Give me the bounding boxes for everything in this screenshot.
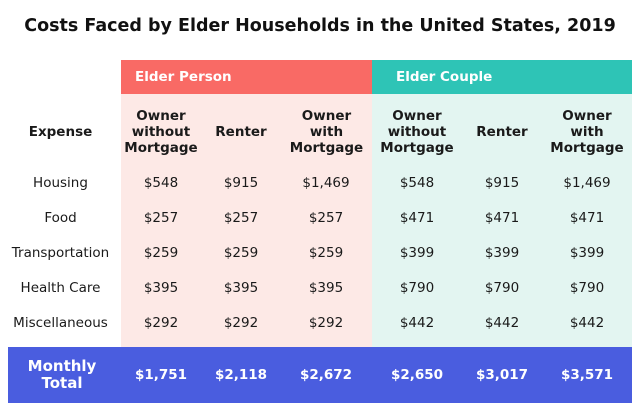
column-header-person-renter: Renter — [215, 124, 267, 140]
cell-couple-renter: $399 — [484, 245, 520, 261]
cell-person-owner-mortgage: $395 — [308, 280, 344, 296]
total-person-owner-mortgage: $2,672 — [299, 367, 353, 383]
cell-person-renter: $259 — [223, 245, 259, 261]
cell-person-owner-mortgage: $292 — [308, 315, 344, 331]
column-header-person-owner-mortgage: Owner with Mortgage — [289, 108, 364, 156]
column-header-couple-renter: Renter — [476, 124, 528, 140]
column-header-couple-owner-no-mortgage: Owner without Mortgage — [380, 108, 454, 156]
cell-person-renter: $395 — [223, 280, 259, 296]
page-title: Costs Faced by Elder Households in the U… — [24, 16, 616, 36]
cell-person-owner-no-mortgage: $292 — [143, 315, 179, 331]
cell-person-renter: $257 — [223, 210, 259, 226]
column-header-expense: Expense — [28, 124, 93, 140]
cell-couple-owner-mortgage: $790 — [569, 280, 605, 296]
cell-couple-renter: $915 — [484, 175, 520, 191]
cell-couple-owner-mortgage: $399 — [569, 245, 605, 261]
cell-person-renter: $292 — [223, 315, 259, 331]
cell-person-owner-no-mortgage: $259 — [143, 245, 179, 261]
total-couple-owner-mortgage: $3,571 — [560, 367, 614, 383]
cell-couple-owner-no-mortgage: $471 — [399, 210, 435, 226]
row-label: Transportation — [11, 245, 110, 261]
total-couple-owner-no-mortgage: $2,650 — [390, 367, 444, 383]
cell-person-renter: $915 — [223, 175, 259, 191]
total-person-owner-no-mortgage: $1,751 — [134, 367, 188, 383]
elder-couple-band — [372, 60, 632, 347]
cell-couple-owner-no-mortgage: $548 — [399, 175, 435, 191]
cell-couple-owner-no-mortgage: $399 — [399, 245, 435, 261]
cell-couple-renter: $790 — [484, 280, 520, 296]
cell-couple-renter: $442 — [484, 315, 520, 331]
row-label: Miscellaneous — [13, 315, 108, 331]
cell-person-owner-mortgage: $259 — [308, 245, 344, 261]
monthly-total-bar — [8, 347, 632, 403]
column-header-couple-owner-mortgage: Owner with Mortgage — [550, 108, 624, 156]
total-couple-renter: $3,017 — [475, 367, 529, 383]
cell-person-owner-no-mortgage: $257 — [143, 210, 179, 226]
cell-person-owner-mortgage: $257 — [308, 210, 344, 226]
row-label: Food — [44, 210, 77, 226]
cell-person-owner-no-mortgage: $395 — [143, 280, 179, 296]
cell-person-owner-mortgage: $1,469 — [302, 175, 350, 191]
monthly-total-label: Monthly Total — [27, 357, 97, 392]
cell-couple-owner-mortgage: $471 — [569, 210, 605, 226]
cell-couple-owner-mortgage: $442 — [569, 315, 605, 331]
row-label: Health Care — [20, 280, 101, 296]
cell-person-owner-no-mortgage: $548 — [143, 175, 179, 191]
cell-couple-owner-mortgage: $1,469 — [563, 175, 611, 191]
elder-person-header: Elder Person — [121, 60, 372, 94]
column-header-person-owner-no-mortgage: Owner without Mortgage — [124, 108, 198, 156]
elder-couple-header: Elder Couple — [372, 60, 632, 94]
elder-person-band — [121, 60, 372, 347]
row-label: Housing — [33, 175, 88, 191]
cell-couple-owner-no-mortgage: $442 — [399, 315, 435, 331]
cell-couple-owner-no-mortgage: $790 — [399, 280, 435, 296]
total-person-renter: $2,118 — [214, 367, 268, 383]
cell-couple-renter: $471 — [484, 210, 520, 226]
